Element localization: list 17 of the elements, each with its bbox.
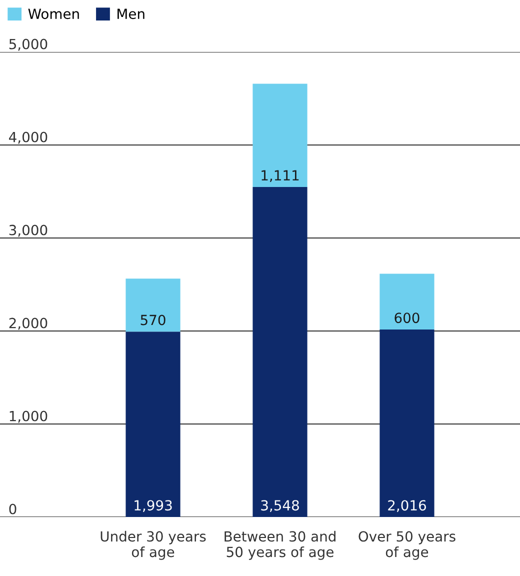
data-label: 600 (394, 312, 420, 324)
y-tick-label: 2,000 (9, 318, 48, 330)
x-tick-label: Between 30 and 50 years of age (224, 530, 336, 560)
legend-label: Women (28, 8, 79, 20)
y-tick-label: 0 (9, 504, 16, 514)
data-label: 1,993 (134, 500, 172, 512)
x-tick-label: Under 30 years of age (100, 530, 206, 560)
legend-label: Men (118, 8, 144, 20)
y-tick-label: 1,000 (10, 410, 48, 423)
data-label: 1,111 (262, 170, 299, 182)
data-label: 2,016 (388, 500, 426, 512)
y-tick-label: 4,000 (9, 132, 48, 144)
y-tick-label: 5,000 (9, 38, 48, 51)
data-label: 570 (140, 314, 166, 326)
x-tick-label: Over 50 years of age (358, 531, 456, 560)
y-tick-label: 3,000 (9, 224, 48, 237)
data-label: 3,548 (261, 500, 299, 512)
